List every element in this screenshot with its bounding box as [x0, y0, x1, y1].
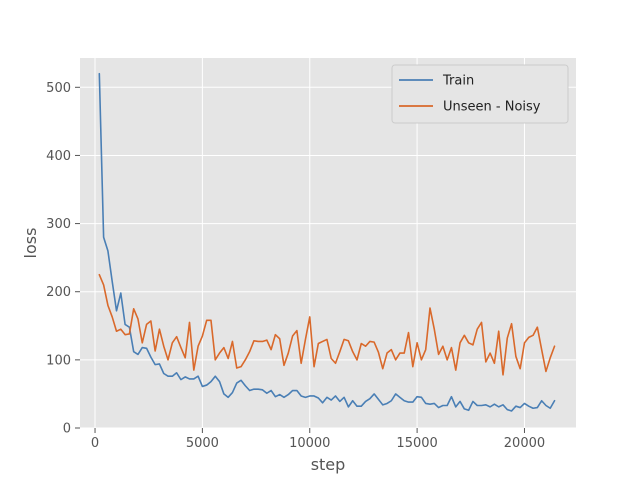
x-tick-label: 0	[91, 436, 99, 451]
series-lines	[98, 72, 556, 412]
x-tick-label: 15000	[396, 436, 437, 451]
x-axis-ticks: 0 5000 10000 15000 20000	[91, 428, 545, 451]
legend: Train Unseen - Noisy	[391, 64, 569, 124]
legend-label-train: Train	[442, 74, 474, 89]
series-line-train	[98, 72, 556, 412]
y-tick-label: 300	[46, 217, 71, 232]
legend-box	[391, 64, 569, 124]
y-axis-label: loss	[21, 228, 40, 259]
y-tick-label: 100	[46, 353, 71, 368]
x-tick-label: 10000	[289, 436, 330, 451]
x-tick-label: 20000	[504, 436, 545, 451]
y-axis-ticks: 0 100 200 300 400 500	[46, 81, 80, 437]
x-axis-label: step	[311, 455, 346, 474]
legend-label-unseen-noisy: Unseen - Noisy	[443, 100, 541, 115]
y-tick-label: 400	[46, 149, 71, 164]
x-tick-label: 5000	[186, 436, 219, 451]
y-tick-label: 500	[46, 81, 71, 96]
y-tick-label: 200	[46, 285, 71, 300]
y-tick-label: 0	[63, 422, 71, 437]
series-line-unseen-noisy	[98, 273, 556, 376]
